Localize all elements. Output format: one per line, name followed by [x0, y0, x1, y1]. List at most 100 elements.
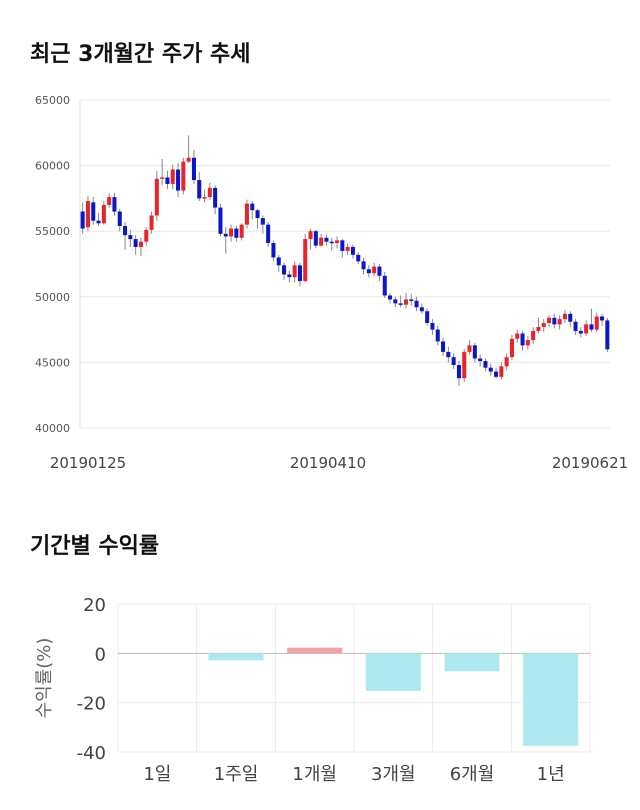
candle-body: [441, 341, 446, 352]
returns-bar-chart: 20 0 -20 -40 수익률(%) 1일 1주일 1개월 3개월 6개월 1년: [34, 595, 591, 785]
candle-body: [117, 211, 122, 226]
candle-body: [345, 246, 350, 251]
candle-body: [409, 299, 414, 301]
candle-body: [160, 177, 165, 179]
candle-body: [308, 231, 313, 240]
candle-body: [297, 265, 302, 282]
candle-body: [356, 254, 361, 262]
candle-body: [197, 180, 202, 199]
candle-body: [547, 317, 552, 324]
candle-body: [419, 307, 424, 312]
y-tick-label: 0: [95, 644, 106, 665]
candle-body: [149, 215, 154, 230]
candle-body: [96, 220, 101, 224]
candle-body: [128, 235, 133, 240]
y-tick-label: 20: [83, 595, 106, 616]
candle-body: [250, 203, 255, 211]
candle-body: [414, 300, 419, 308]
x-tick-label: 6개월: [450, 764, 495, 785]
candle-body: [303, 239, 308, 282]
return-bar: [208, 653, 264, 661]
candle-body: [531, 330, 536, 341]
candle-body: [478, 358, 483, 362]
candle-body: [536, 326, 541, 331]
candle-body: [451, 357, 456, 366]
price-trend-title: 최근 3개월간 주가 추세: [30, 42, 251, 67]
candle-body: [398, 303, 403, 305]
y-tick-label: 55000: [35, 225, 70, 238]
candle-body: [388, 295, 393, 300]
candle-body: [335, 240, 340, 244]
x-tick-label: 1개월: [292, 764, 337, 785]
candle-body: [403, 299, 408, 305]
candle-body: [509, 338, 514, 358]
x-tick-label: 1년: [537, 764, 565, 785]
candle-body: [504, 357, 509, 367]
candle-body: [282, 265, 287, 275]
x-tick-label: 1주일: [214, 764, 259, 785]
candle-body: [107, 197, 112, 205]
candle-body: [319, 237, 324, 246]
candle-body: [377, 266, 382, 276]
x-tick-label: 3개월: [371, 764, 416, 785]
candle-body: [271, 243, 276, 258]
x-tick-label: 20190621: [552, 454, 628, 472]
candle-body: [472, 345, 477, 359]
return-bar: [365, 653, 421, 691]
y-tick-label: 50000: [35, 291, 70, 304]
candle-body: [557, 319, 562, 325]
candle-body: [329, 241, 334, 244]
x-tick-label: 20190410: [290, 454, 366, 472]
candle-body: [594, 316, 599, 330]
return-bar: [287, 647, 343, 654]
candle-body: [229, 228, 234, 237]
x-tick-label: 1일: [143, 764, 171, 785]
candle-body: [382, 275, 387, 296]
candle-body: [515, 333, 520, 339]
candle-body: [552, 317, 557, 325]
y-tick-label: 40000: [35, 422, 70, 435]
y-tick-label: -40: [77, 743, 106, 764]
candle-body: [213, 187, 218, 208]
candle-body: [324, 237, 329, 242]
candle-body: [133, 239, 138, 247]
candle-body: [292, 265, 297, 278]
candle-body: [207, 187, 212, 198]
candle-body: [244, 203, 249, 225]
candle-body: [568, 313, 573, 322]
candle-body: [562, 313, 567, 320]
candle-body: [589, 324, 594, 330]
candle-body: [176, 169, 181, 191]
candle-body: [276, 257, 281, 266]
x-tick-label: 20190125: [50, 454, 126, 472]
candle-body: [85, 201, 90, 228]
y-tick-label: 65000: [35, 94, 70, 107]
candle-body: [430, 323, 435, 330]
candle-body: [144, 229, 149, 242]
candle-body: [255, 210, 260, 219]
candle-body: [456, 365, 461, 379]
candle-body: [191, 157, 196, 181]
candle-body: [340, 240, 345, 251]
candle-body: [435, 329, 440, 342]
candle-body: [372, 266, 377, 274]
y-axis-label: 수익률(%): [34, 638, 55, 719]
candle-body: [494, 371, 499, 377]
candle-body: [218, 207, 223, 234]
candle-body: [123, 225, 128, 236]
candle-body: [91, 202, 96, 221]
candle-body: [202, 197, 207, 199]
candle-body: [223, 233, 228, 237]
candle-body: [605, 320, 610, 350]
candle-body: [541, 323, 546, 327]
candle-body: [313, 231, 318, 246]
candle-body: [266, 224, 271, 244]
candle-body: [462, 351, 467, 379]
candle-body: [425, 311, 430, 324]
y-tick-label: -20: [77, 694, 106, 715]
candle-body: [573, 321, 578, 331]
candle-body: [393, 299, 398, 304]
candle-body: [350, 246, 355, 255]
candle-body: [446, 351, 451, 358]
candle-body: [520, 333, 525, 346]
